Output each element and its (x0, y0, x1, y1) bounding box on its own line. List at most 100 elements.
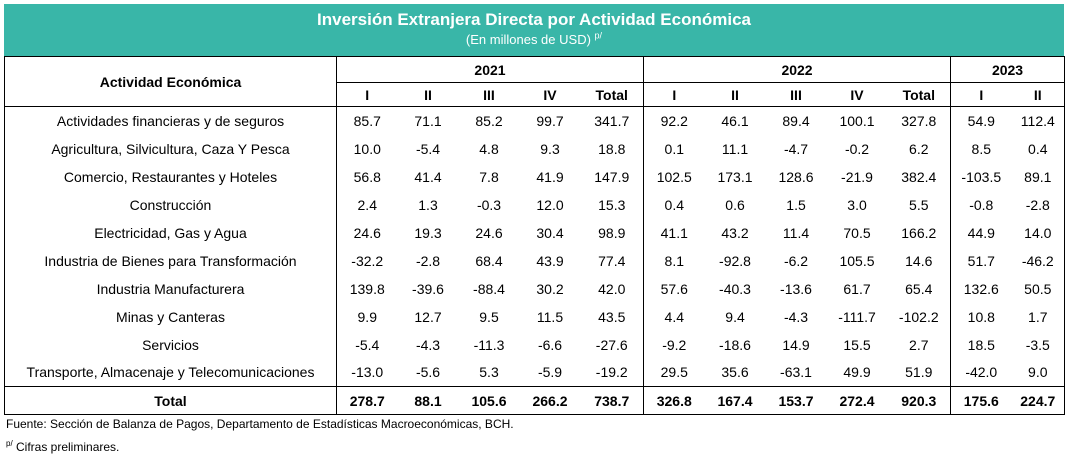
table-cell: 12.0 (536, 196, 564, 213)
table-cell: 132.6 (963, 280, 999, 297)
table-cell: 2.7 (887, 330, 952, 359)
table-cell: 153.7 (765, 386, 827, 415)
table-cell: 14.0 (1011, 218, 1066, 247)
table-cell: 9.0 (1011, 358, 1066, 387)
row-label: Industria de Bienes para Transformación (4, 246, 337, 275)
table-cell: -46.2 (1011, 246, 1066, 275)
table-cell: 8.5 (971, 140, 992, 157)
table-cell: 98.9 (580, 218, 645, 247)
table-cell: 147.9 (580, 162, 645, 191)
table-cell: -63.1 (780, 364, 812, 381)
table-cell: -39.6 (412, 280, 444, 297)
table-cell: -5.6 (415, 364, 441, 381)
table-cell: 41.9 (536, 168, 564, 185)
quarter-2022-total: Total (887, 82, 952, 107)
table-cell: 1.7 (1011, 302, 1066, 331)
table-cell: 105.6 (458, 386, 520, 415)
table-cell: 0.4 (1011, 134, 1066, 163)
table-cell: 24.6 (353, 224, 381, 241)
table-cell: -103.5 (961, 168, 1002, 185)
table-cell: 272.4 (826, 386, 888, 415)
table-cell: 24.6 (475, 224, 503, 241)
table-cell: -0.3 (476, 196, 502, 213)
table-cell: -5.4 (415, 140, 441, 157)
table-cell: -0.2 (844, 140, 870, 157)
table-cell: 12.7 (414, 308, 442, 325)
table-cell: 57.6 (660, 280, 688, 297)
table-cell: 2.4 (357, 196, 377, 213)
table-cell: 43.9 (536, 252, 564, 269)
row-label: Total (4, 386, 337, 415)
table-cell: -11.3 (473, 336, 505, 353)
preliminary-note: p/ Cifras preliminares. (6, 439, 119, 455)
table-cell: 100.1 (839, 112, 875, 129)
preliminary-note-mark: p/ (6, 439, 13, 448)
table-cell: 167.4 (704, 386, 766, 415)
table-cell: -2.8 (415, 252, 441, 269)
table-cell: 8.1 (664, 252, 684, 269)
table-cell: 54.9 (967, 112, 995, 129)
quarter-2022-i: I (643, 82, 705, 107)
table-row: Agricultura, Silvicultura, Caza Y Pesca 1… (4, 134, 1066, 163)
table-cell: 14.6 (887, 246, 952, 275)
table-cell: 42.0 (580, 274, 645, 303)
table-cell: 43.5 (580, 302, 645, 331)
table-cell: -5.9 (537, 364, 563, 381)
row-label: Industria Manufacturera (4, 274, 337, 303)
table-cell: 1.3 (418, 196, 438, 213)
table-cell: -92.8 (719, 252, 751, 269)
table-cell: 0.6 (725, 196, 745, 213)
table-cell: 88.1 (397, 386, 459, 415)
year-2022: 2022 (643, 56, 952, 83)
table-cell: 56.8 (353, 168, 381, 185)
table-cell: 102.5 (656, 168, 692, 185)
table-cell: 70.5 (843, 224, 871, 241)
row-label: Electricidad, Gas y Agua (4, 218, 337, 247)
table-cell: -6.2 (783, 252, 809, 269)
year-header-row: Actividad Económica 2021 2022 2023 (4, 56, 1066, 107)
quarter-2021-i: I (336, 82, 398, 107)
table-cell: 3.0 (847, 196, 867, 213)
table-cell: 9.3 (540, 140, 560, 157)
table-cell: 89.1 (1011, 162, 1066, 191)
table-cell: 738.7 (580, 386, 645, 415)
table-cell: 29.5 (660, 364, 688, 381)
table-cell: 46.1 (721, 112, 749, 129)
quarter-2022-iii: III (765, 82, 827, 107)
table-row: Minas y Canteras 9.9 12.7 9.5 11.5 43.5 4.4 9.4… (4, 302, 1066, 331)
table-cell: 166.2 (887, 218, 952, 247)
table-cell: 139.8 (349, 280, 385, 297)
table-cell: 128.6 (778, 168, 814, 185)
table-cell: 7.8 (479, 168, 499, 185)
table-cell: 10.8 (967, 308, 995, 325)
table-cell: 382.4 (887, 162, 952, 191)
table-row: Actividades financieras y de seguros 85.7… (4, 106, 1066, 135)
row-header: Actividad Económica (4, 56, 337, 107)
table-cell: 71.1 (414, 112, 442, 129)
table-banner: Inversión Extranjera Directa por Activid… (4, 4, 1064, 56)
table-row: Comercio, Restaurantes y Hoteles 56.8 41.4… (4, 162, 1066, 191)
table-cell: -40.3 (719, 280, 751, 297)
table-cell: 18.8 (580, 134, 645, 163)
table-cell: 5.5 (887, 190, 952, 219)
table-title: Inversión Extranjera Directa por Activid… (317, 10, 751, 29)
table-cell: 30.4 (536, 224, 564, 241)
table-cell: 49.9 (843, 364, 871, 381)
table-cell: 85.2 (475, 112, 503, 129)
table-cell: -4.3 (783, 308, 809, 325)
quarter-2022-ii: II (704, 82, 766, 107)
table-cell: -0.8 (969, 196, 994, 213)
table-cell: 5.3 (479, 364, 499, 381)
table-cell: 173.1 (717, 168, 753, 185)
quarter-2022-iv: IV (826, 82, 888, 107)
table-cell: -13.0 (351, 364, 384, 381)
year-2021: 2021 (336, 56, 645, 83)
table-cell: 327.8 (887, 106, 952, 135)
table-cell: 18.5 (967, 336, 995, 353)
table-body: Actividades financieras y de seguros 85.7… (4, 106, 1066, 415)
subtitle-note-mark: p/ (594, 30, 603, 41)
table-cell: -6.6 (537, 336, 563, 353)
row-label: Agricultura, Silvicultura, Caza Y Pesca (4, 134, 337, 163)
table-cell: 4.4 (664, 308, 684, 325)
table-cell: 85.7 (353, 112, 381, 129)
